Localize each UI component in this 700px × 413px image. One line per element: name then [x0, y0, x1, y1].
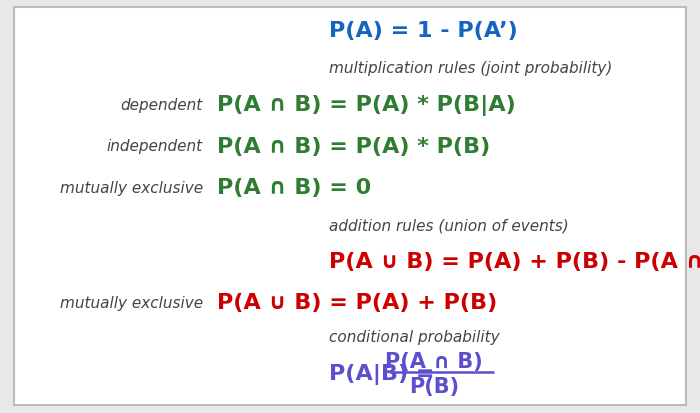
Text: conditional probability: conditional probability: [329, 329, 500, 344]
Text: P(A|B) =: P(A|B) =: [329, 363, 435, 384]
Text: multiplication rules (joint probability): multiplication rules (joint probability): [329, 61, 612, 76]
Text: P(B): P(B): [409, 376, 459, 396]
Text: addition rules (union of events): addition rules (union of events): [329, 218, 568, 233]
Text: P(A ∩ B) = 0: P(A ∩ B) = 0: [217, 178, 371, 198]
Text: P(A ∩ B) = P(A) * P(B): P(A ∩ B) = P(A) * P(B): [217, 137, 490, 157]
Text: dependent: dependent: [120, 98, 203, 113]
Text: P(A) = 1 - P(A’): P(A) = 1 - P(A’): [329, 21, 518, 41]
Text: P(A ∩ B) = P(A) * P(B|A): P(A ∩ B) = P(A) * P(B|A): [217, 95, 516, 116]
Text: P(A ∪ B) = P(A) + P(B) - P(A ∩ B): P(A ∪ B) = P(A) + P(B) - P(A ∩ B): [329, 251, 700, 271]
Text: P(A ∩ B): P(A ∩ B): [385, 351, 483, 371]
Text: independent: independent: [107, 139, 203, 154]
Text: P(A ∪ B) = P(A) + P(B): P(A ∪ B) = P(A) + P(B): [217, 292, 497, 312]
Text: mutually exclusive: mutually exclusive: [60, 295, 203, 310]
Text: mutually exclusive: mutually exclusive: [60, 180, 203, 195]
FancyBboxPatch shape: [14, 8, 686, 405]
